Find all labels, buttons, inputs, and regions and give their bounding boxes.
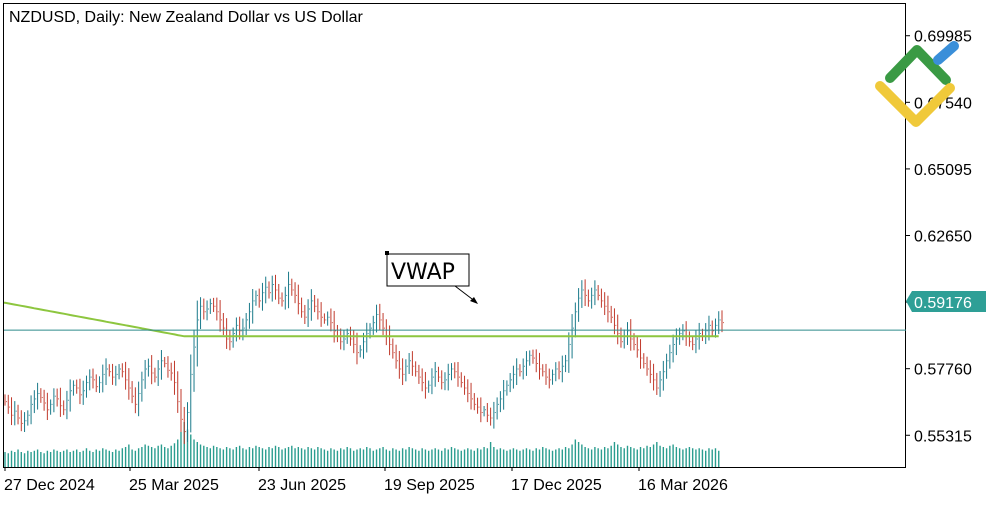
y-tick-label: 0.62650 [914,229,972,246]
plot-frame [3,3,906,468]
x-tick-label: 16 Mar 2026 [638,477,728,494]
x-axis: 27 Dec 2024 25 Mar 2025 23 Jun 2025 19 Sep … [4,467,728,494]
x-tick-label: 27 Dec 2024 [4,477,95,494]
vwap-line [4,301,719,338]
logo-yellow-stroke [875,81,955,127]
logo-blue-stroke [933,41,959,65]
y-tick-label: 0.65095 [914,162,972,179]
y-tick-label: 0.55315 [914,428,972,445]
logo-green-stroke [885,45,951,85]
y-tick-label: 0.69985 [914,29,972,46]
chart-title: NZDUSD, Daily: New Zealand Dollar vs US … [9,9,364,26]
y-tick-label: 0.57760 [914,362,972,379]
vwap-annotation[interactable]: VWAP [385,251,478,304]
price-tag-shape [906,291,986,312]
x-tick-label: 19 Sep 2025 [384,477,475,494]
candlesticks [4,271,724,444]
vwap-anchor-point [385,251,389,255]
price-tag-value: 0.59176 [914,295,972,312]
vwap-label: VWAP [391,260,455,285]
vwap-label-box [386,253,470,287]
x-tick-label: 23 Jun 2025 [258,477,346,494]
volume-bars [4,422,720,467]
x-tick-label: 25 Mar 2025 [129,477,219,494]
last-price-tag: 0.59176 [906,291,986,312]
vwap-arrow-head [470,297,478,304]
brand-logo [875,41,959,127]
x-tick-label: 17 Dec 2025 [511,477,602,494]
